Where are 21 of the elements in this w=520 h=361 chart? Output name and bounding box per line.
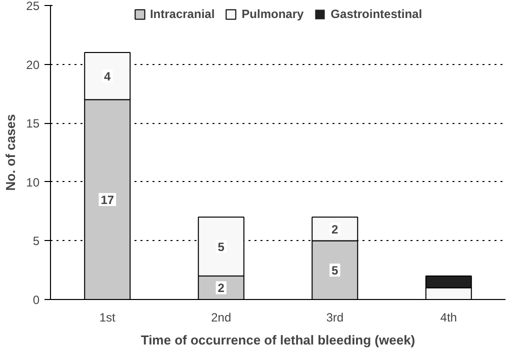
x-tick-label: 2nd <box>211 310 232 324</box>
legend-label: Gastrointestinal <box>330 7 422 21</box>
legend-label: Pulmonary <box>242 7 304 21</box>
data-label: 5 <box>218 240 225 254</box>
x-tick-label: 1st <box>99 310 116 324</box>
y-axis-title: No. of cases <box>3 114 18 191</box>
y-tick-label: 5 <box>32 234 40 248</box>
data-label: 2 <box>218 281 225 296</box>
legend-label: Intracranial <box>150 7 215 21</box>
y-tick-label: 25 <box>26 0 40 13</box>
data-label: 4 <box>104 70 112 84</box>
data-label: 5 <box>332 264 339 278</box>
y-tick-label: 15 <box>26 116 40 131</box>
y-tick-label: 0 <box>32 293 40 307</box>
y-tick-label: 10 <box>26 175 40 190</box>
x-tick-label: 4th <box>440 310 457 324</box>
x-axis-title: Time of occurrence of lethal bleeding (week) <box>140 332 416 348</box>
data-label: 17 <box>100 193 114 208</box>
y-tick-label: 20 <box>26 58 40 72</box>
x-tick-label: 3rd <box>326 310 344 324</box>
data-label: 2 <box>332 222 339 236</box>
